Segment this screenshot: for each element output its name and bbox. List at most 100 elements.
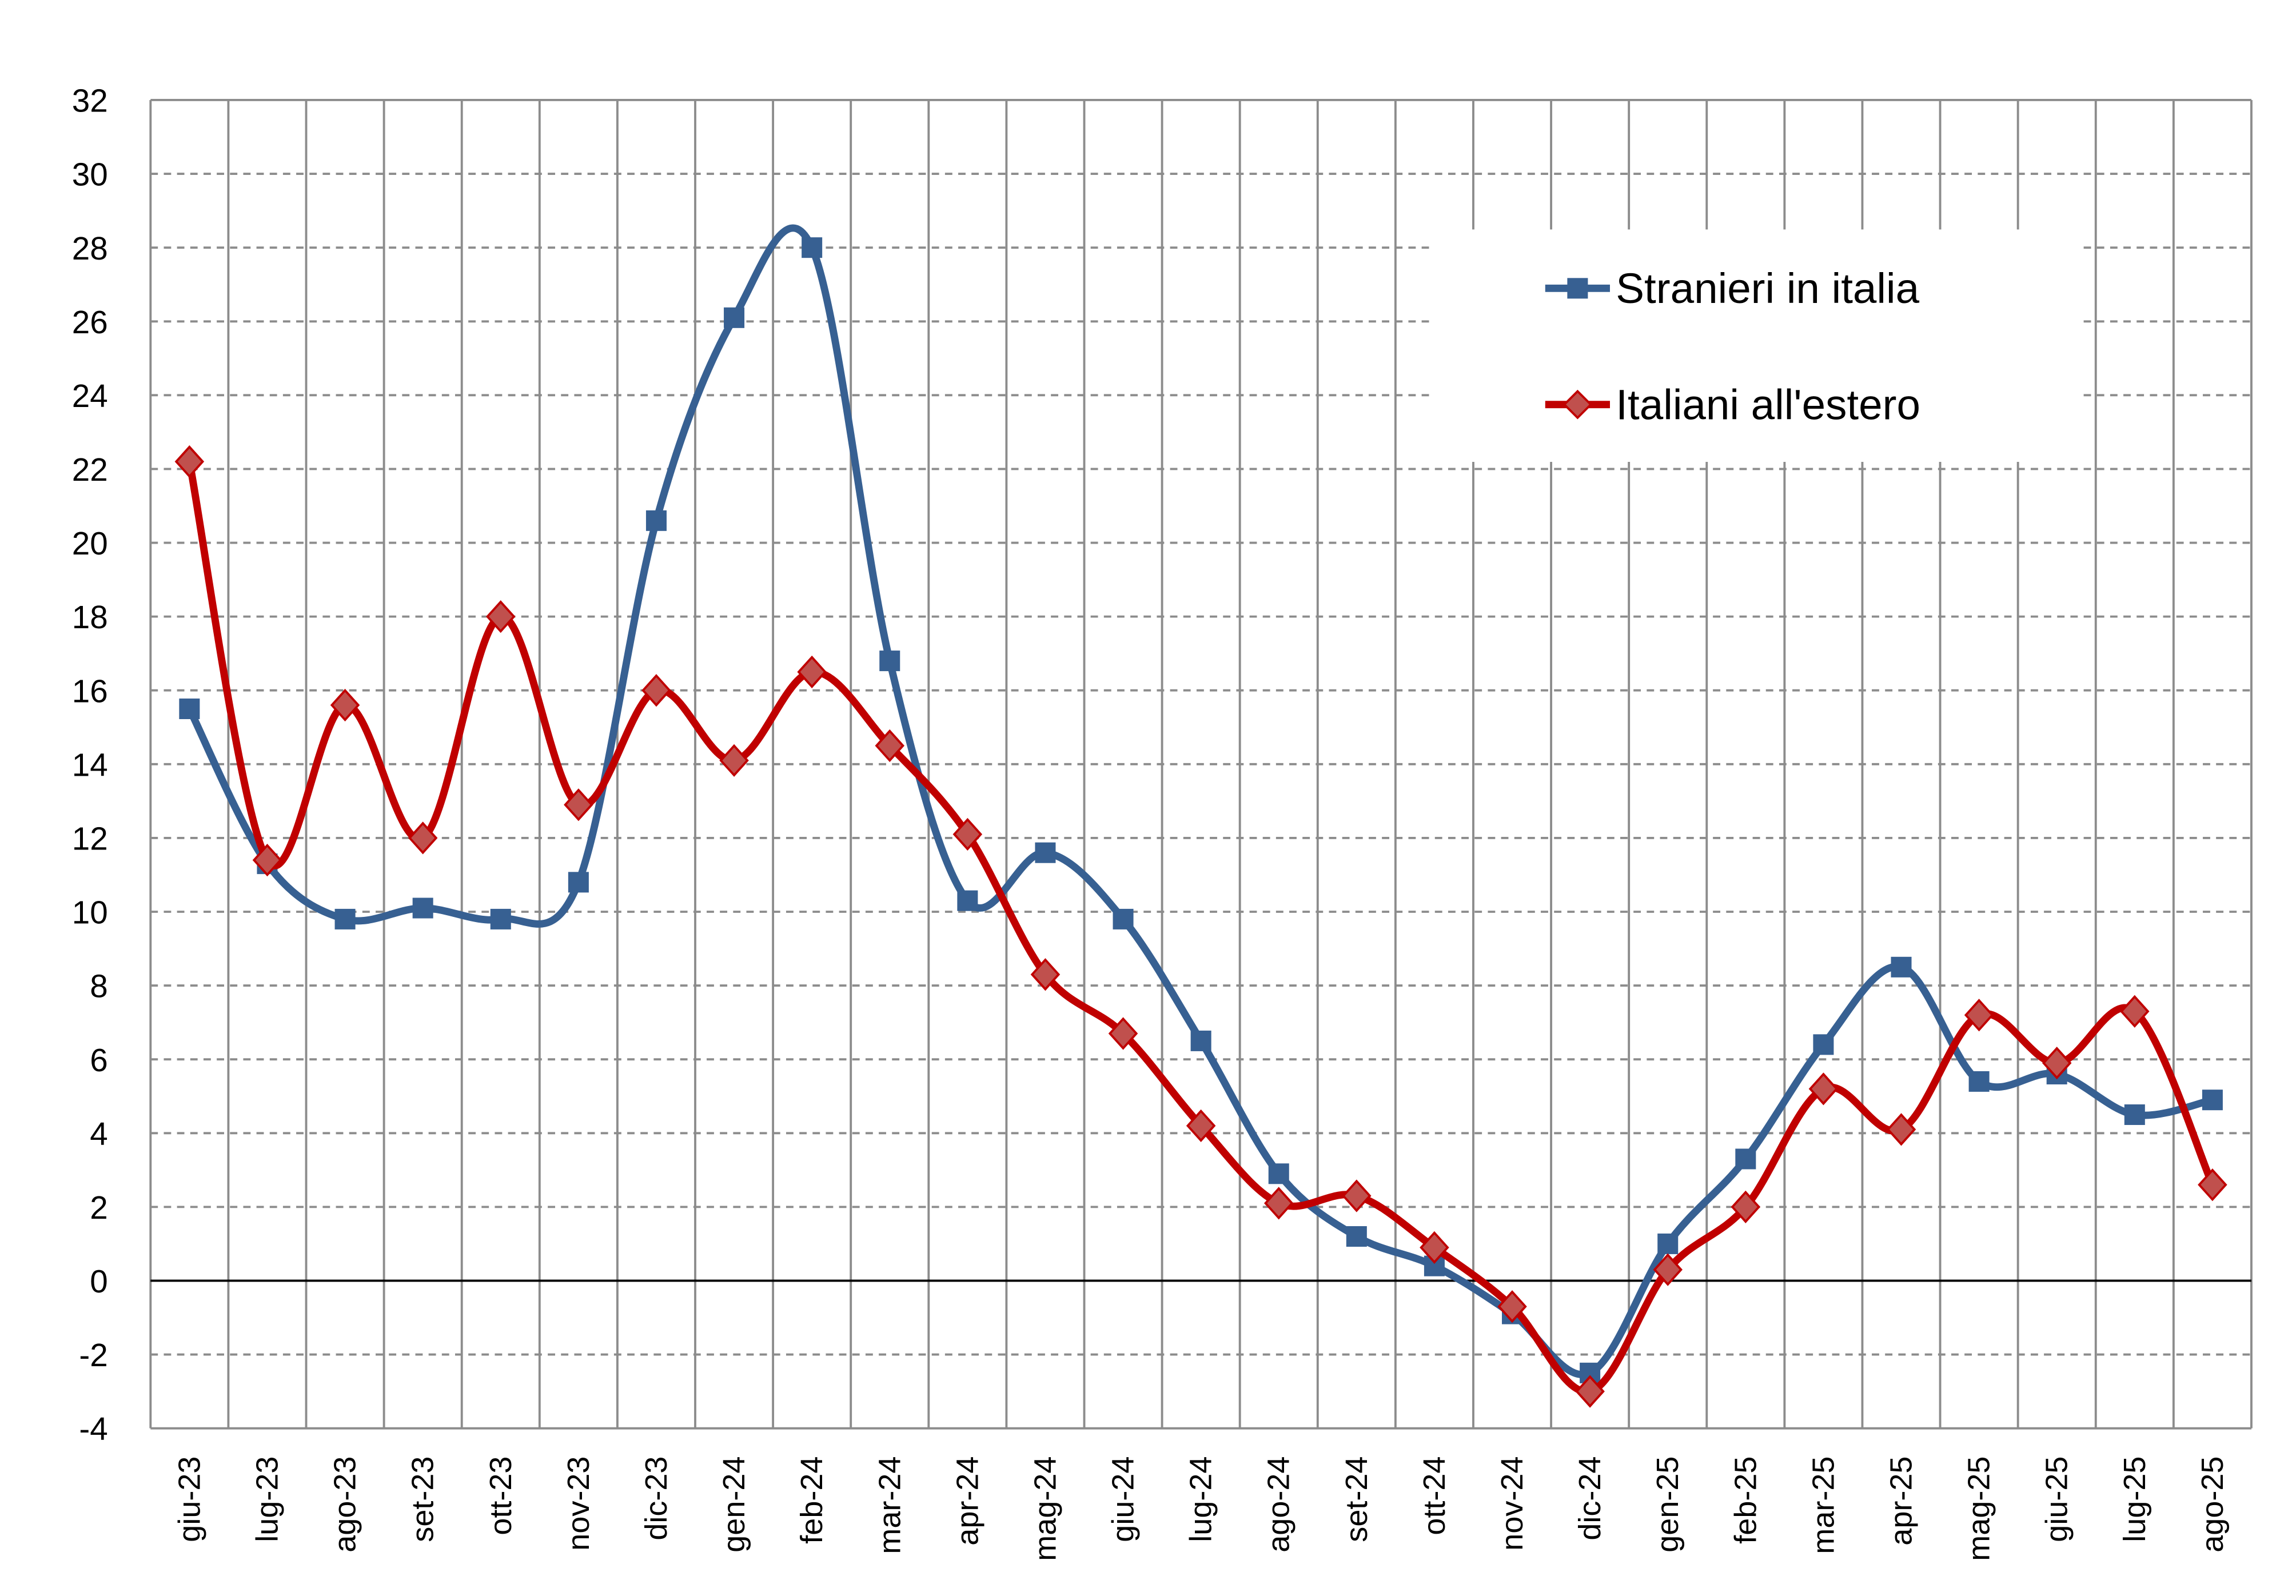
legend-item-stranieri: Stranieri in italia [1545,264,1920,312]
grid [149,99,2253,1430]
data-point-diamond [408,821,438,855]
data-point-square [879,651,900,672]
x-tick-label: dic-24 [1573,1457,1607,1541]
x-tick-label: nov-24 [1495,1457,1529,1551]
y-tick-label: 6 [90,1042,107,1078]
data-point-diamond [797,655,827,689]
x-tick-label: lug-24 [1184,1457,1218,1542]
y-tick-label: 0 [90,1263,107,1299]
x-tick-label: ago-24 [1262,1457,1296,1553]
data-point-diamond [564,788,593,821]
y-tick-label: 4 [90,1116,107,1152]
data-point-square [1113,908,1134,929]
data-point-diamond [641,674,671,707]
data-point-diamond [1342,1179,1372,1212]
x-tick-label: mag-24 [1028,1457,1062,1561]
data-point-square [957,890,978,911]
data-point-square [179,698,200,720]
x-tick-label: feb-24 [795,1457,829,1544]
y-tick-label: 20 [72,525,108,561]
x-tick-label: ago-25 [2195,1457,2230,1553]
series-italiani [174,445,2227,1408]
data-point-square [1657,1233,1679,1254]
data-point-diamond [1108,1017,1138,1050]
x-tick-label: mar-24 [872,1457,907,1554]
data-point-diamond [2198,1168,2227,1202]
data-point-square [568,872,589,893]
x-tick-label: apr-24 [950,1457,984,1546]
x-tick-label: giu-24 [1106,1457,1141,1542]
x-tick-label: mar-25 [1806,1457,1840,1554]
data-point-square [724,307,745,328]
y-tick-label: 22 [72,452,108,488]
x-tick-label: lug-25 [2118,1457,2152,1542]
data-point-diamond [1186,1109,1216,1142]
data-point-square [334,908,356,929]
data-point-square [1891,956,1912,977]
data-point-diamond [486,600,516,633]
data-point-diamond [1420,1231,1449,1264]
x-tick-label: set-24 [1340,1457,1374,1542]
data-point-square [412,897,433,919]
data-point-diamond [330,688,360,722]
series-layer [174,224,2227,1408]
data-point-diamond [2042,1047,2072,1080]
data-point-diamond [174,445,205,478]
x-tick-label: set-23 [406,1457,440,1542]
data-point-square [802,237,823,258]
data-point-diamond [1030,958,1061,991]
x-tick-label: feb-25 [1728,1457,1763,1544]
x-tick-label: ott-24 [1417,1457,1452,1535]
x-tick-label: gen-25 [1651,1457,1685,1553]
data-point-square [2124,1104,2145,1126]
y-tick-label: 14 [72,747,108,783]
y-tick-label: 28 [72,230,108,266]
y-tick-label: 26 [72,304,108,340]
y-tick-label: 2 [90,1190,107,1226]
x-tick-label: giu-25 [2040,1457,2074,1542]
y-tick-label: 12 [72,820,108,856]
x-tick-label: gen-24 [717,1457,751,1553]
legend-item-italiani: Italiani all'estero [1545,380,1920,428]
data-point-diamond [1886,1113,1916,1146]
y-tick-label: 18 [72,599,108,635]
data-point-diamond [252,844,282,877]
legend-box [1432,229,2079,462]
x-tick-label: apr-25 [1884,1457,1919,1546]
y-tick-label: 16 [72,673,108,709]
data-point-square [490,908,511,929]
data-point-square [1035,842,1056,863]
x-tick-label: lug-23 [250,1457,284,1542]
data-point-square [1190,1030,1211,1051]
data-point-square [1346,1226,1367,1247]
data-point-square [1813,1034,1834,1055]
y-tick-label: 10 [72,895,108,931]
x-axis-ticks: giu-23 lug-23 ago-23 set-23 ott-23 nov-23 dic-… [172,1457,2230,1561]
data-point-diamond [875,729,905,763]
y-tick-label: 30 [72,157,108,193]
data-point-square [2202,1090,2223,1111]
legend: Stranieri in italia Italiani all'estero [1432,229,2079,462]
data-point-diamond [1964,999,1994,1032]
data-point-diamond [1808,1072,1839,1106]
square-marker-icon [1567,278,1588,299]
y-tick-label: 24 [72,378,108,414]
y-tick-label: 8 [90,968,107,1004]
data-point-square [1968,1071,1990,1092]
legend-label-italiani: Italiani all'estero [1616,380,1920,428]
x-tick-label: giu-23 [172,1457,206,1542]
y-tick-label: 32 [72,83,108,119]
data-point-diamond [1731,1190,1761,1223]
x-tick-label: ago-23 [328,1457,362,1553]
data-point-diamond [952,817,983,851]
x-tick-label: ott-23 [484,1457,518,1535]
data-point-diamond [1263,1187,1294,1220]
x-tick-label: mag-25 [1962,1457,1996,1561]
data-point-square [1268,1163,1289,1184]
x-tick-label: nov-23 [561,1457,596,1551]
data-point-diamond [2120,995,2150,1028]
data-point-diamond [719,744,749,777]
diamond-marker-icon [1562,389,1593,420]
